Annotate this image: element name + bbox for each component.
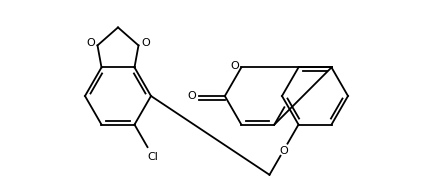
Text: O: O bbox=[230, 61, 239, 71]
Text: Cl: Cl bbox=[148, 152, 158, 162]
Text: O: O bbox=[141, 38, 150, 48]
Text: O: O bbox=[187, 91, 196, 101]
Text: O: O bbox=[279, 146, 288, 156]
Text: O: O bbox=[86, 38, 95, 48]
